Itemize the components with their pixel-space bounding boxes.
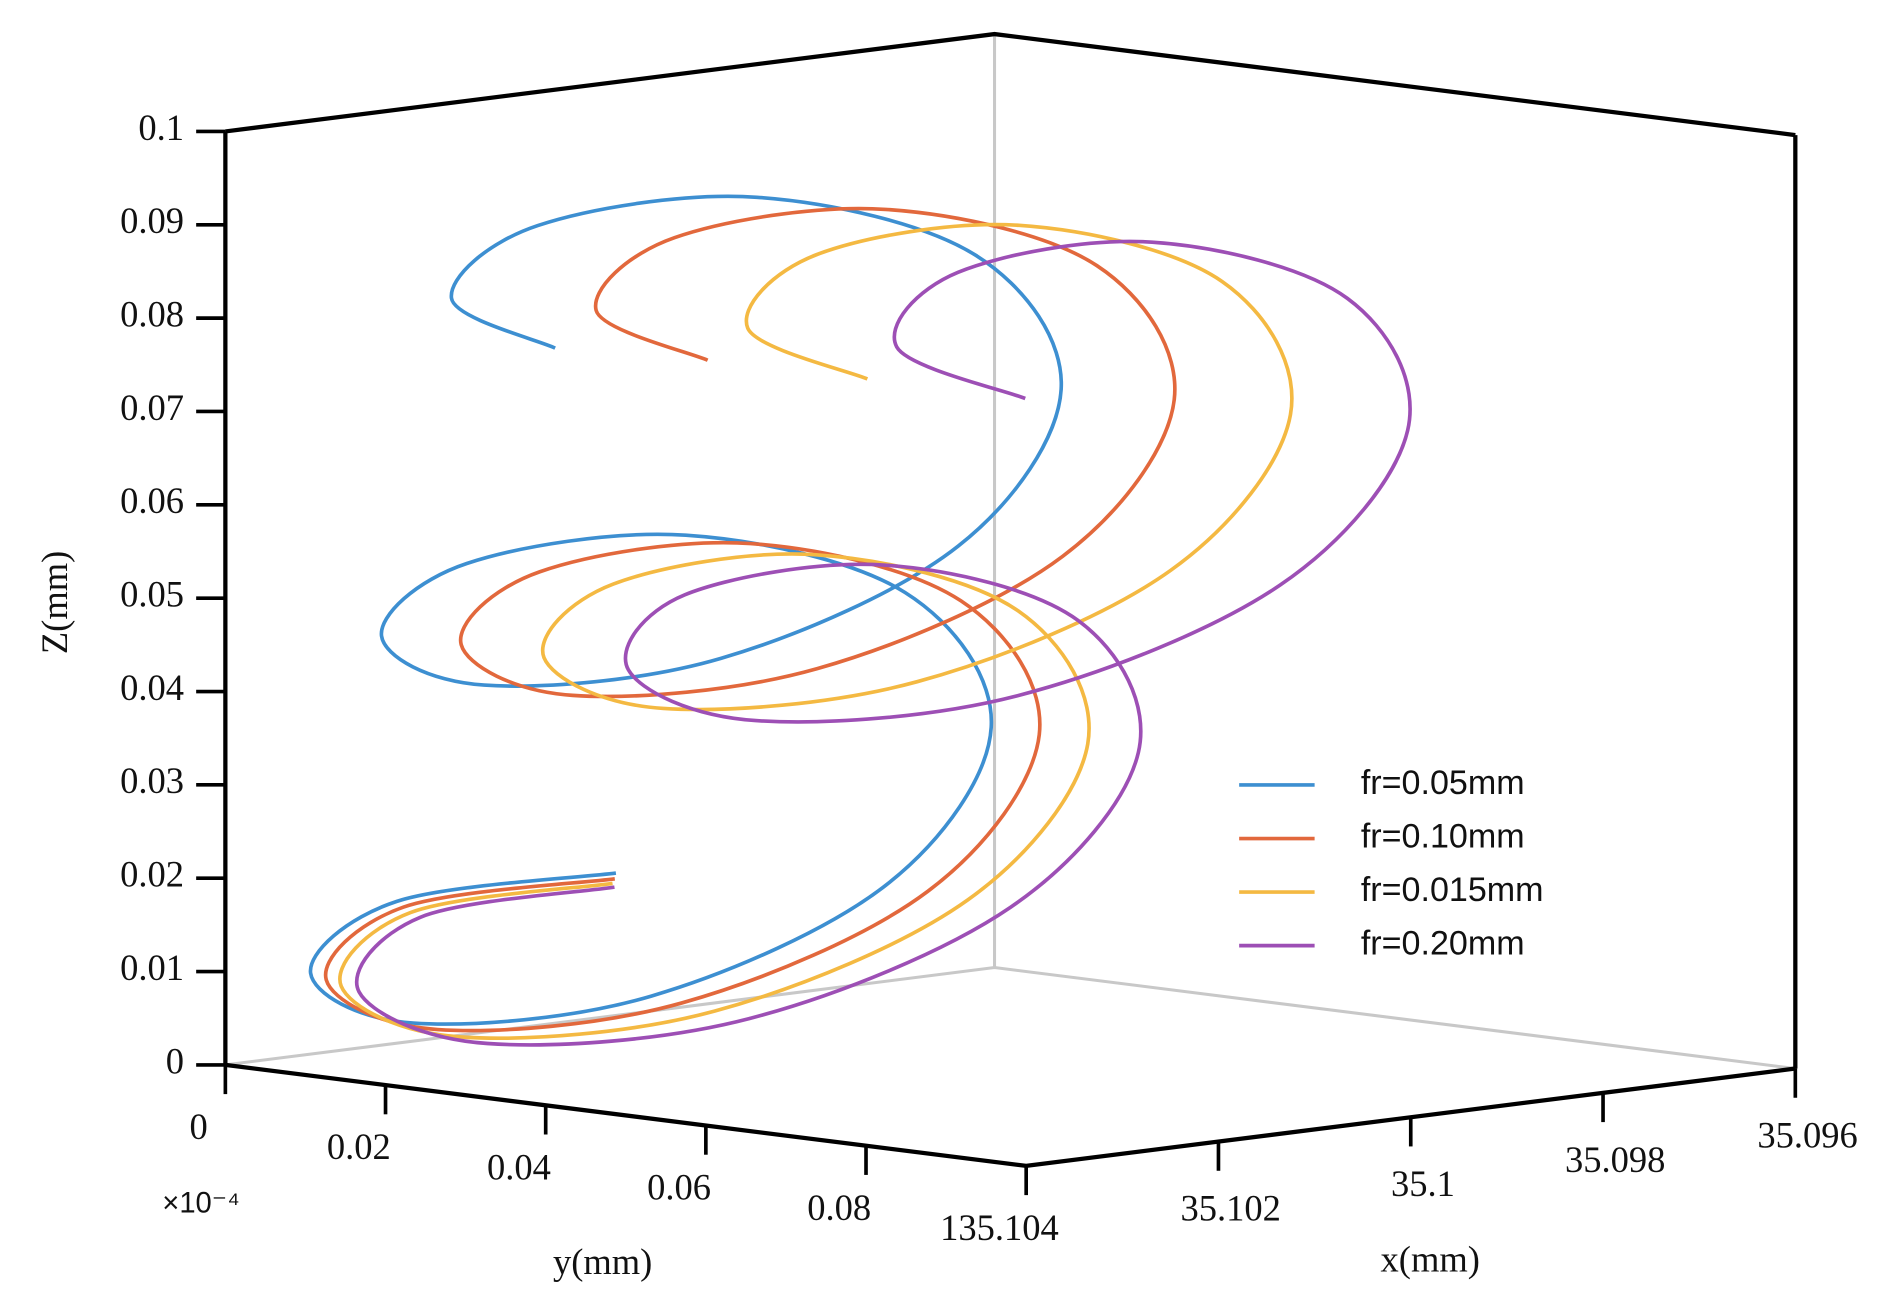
x-tick-label: 35.102 bbox=[1180, 1188, 1280, 1229]
top-edge bbox=[225, 31, 1796, 138]
z-tick-label: 0.1 bbox=[138, 107, 184, 148]
x-axis-title: x(mm) bbox=[1381, 1239, 1480, 1280]
series-line bbox=[355, 239, 1412, 1047]
x-tick-label: 35.1 bbox=[1391, 1163, 1455, 1204]
legend-label: fr=0.05mm bbox=[1361, 764, 1525, 802]
legend-label: fr=0.10mm bbox=[1361, 818, 1525, 856]
y-tick-label: 0.08 bbox=[807, 1187, 871, 1228]
legend-label: fr=0.015mm bbox=[1361, 871, 1544, 909]
series-line bbox=[323, 206, 1177, 1033]
x-tick-label: 35.098 bbox=[1565, 1139, 1665, 1180]
y-tick-label: 0 bbox=[189, 1106, 207, 1147]
z-tick-label: 0.01 bbox=[120, 947, 184, 988]
y-tick-label: 0.06 bbox=[647, 1167, 711, 1208]
y-axis-title: y(mm) bbox=[553, 1241, 652, 1282]
series-line bbox=[338, 222, 1294, 1040]
axis-multiplier: ×10⁻⁴ bbox=[162, 1188, 239, 1220]
z-tick-label: 0.06 bbox=[120, 480, 184, 521]
z-tick-label: 0.04 bbox=[120, 667, 184, 708]
z-tick-label: 0.09 bbox=[120, 200, 184, 241]
y-tick-label: 0.02 bbox=[327, 1126, 391, 1167]
z-axis-title: Z(mm) bbox=[34, 551, 75, 654]
z-tick-label: 0.08 bbox=[120, 294, 184, 335]
legend-label: fr=0.20mm bbox=[1361, 925, 1525, 963]
z-tick-label: 0.02 bbox=[120, 854, 184, 895]
x-tick-label: 35.096 bbox=[1757, 1115, 1857, 1156]
y-tick-label: 0.04 bbox=[487, 1146, 551, 1187]
z-tick-label: 0.05 bbox=[120, 574, 184, 615]
floor-edge bbox=[225, 966, 1796, 1071]
y-tick-label: 135.104 bbox=[940, 1207, 1059, 1248]
floor-front-edge bbox=[225, 1062, 1796, 1169]
z-tick-label: 0 bbox=[166, 1040, 184, 1081]
z-tick-label: 0.03 bbox=[120, 760, 184, 801]
z-tick-label: 0.07 bbox=[120, 387, 184, 428]
